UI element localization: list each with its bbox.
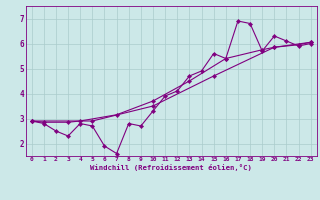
X-axis label: Windchill (Refroidissement éolien,°C): Windchill (Refroidissement éolien,°C): [90, 164, 252, 171]
